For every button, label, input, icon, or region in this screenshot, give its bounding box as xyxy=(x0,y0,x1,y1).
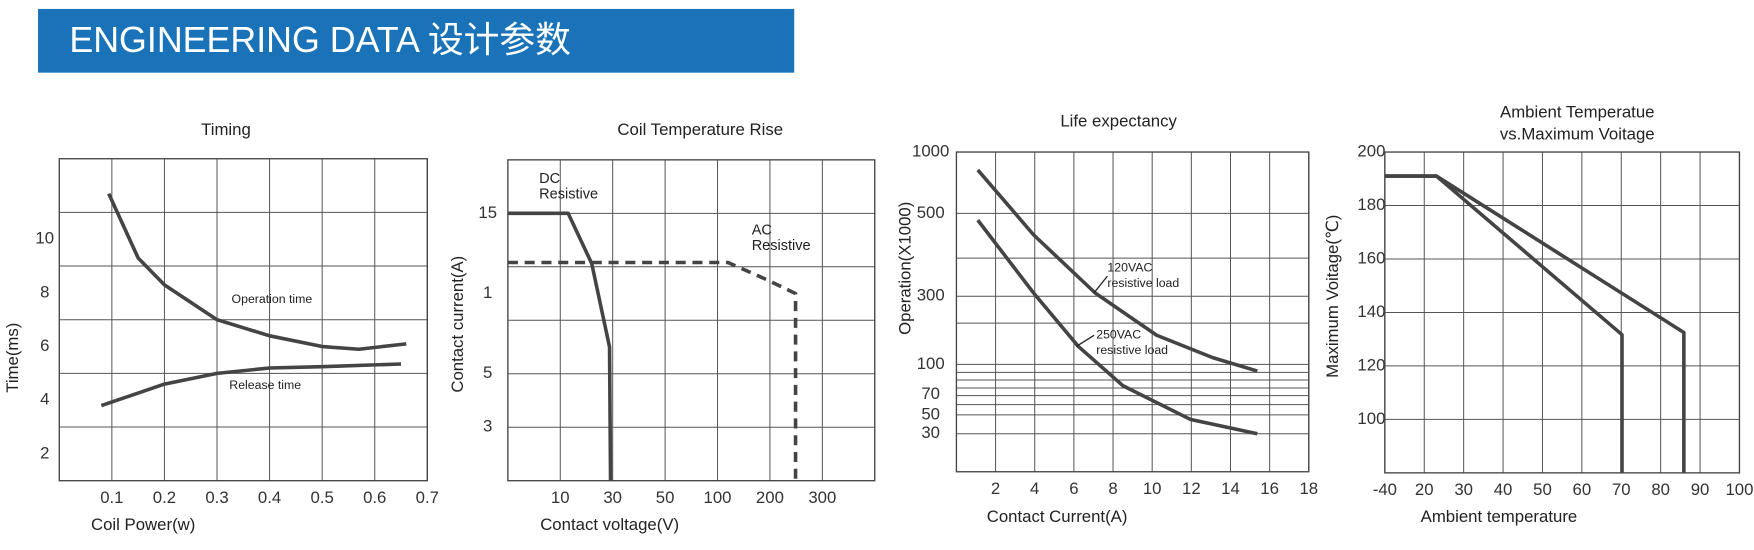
y-tick-label: 300 xyxy=(917,286,945,305)
x-tick-label: 50 xyxy=(1533,480,1552,499)
x-tick-label: 0.6 xyxy=(363,488,386,507)
series-line xyxy=(100,362,402,408)
x-tick-label: 0.3 xyxy=(205,488,228,507)
x-tick-label: 20 xyxy=(1415,480,1434,499)
x-tick-label: 60 xyxy=(1573,480,1592,499)
y-tick-label: 30 xyxy=(921,423,940,442)
x-axis-label: Contact Current(A) xyxy=(987,507,1128,526)
x-tick-label: -40 xyxy=(1373,480,1397,499)
plot-frame xyxy=(58,158,428,482)
x-tick-label: 70 xyxy=(1612,480,1631,499)
y-tick-label: 200 xyxy=(1357,141,1385,160)
x-tick-label: 10 xyxy=(551,488,570,507)
series-line xyxy=(507,260,798,481)
series-line xyxy=(1384,174,1686,473)
series-line xyxy=(976,219,1258,436)
x-axis-label: Coil Power(w) xyxy=(91,515,195,534)
chart-title: Coil Temperature Rise xyxy=(617,120,783,139)
y-tick-label: 100 xyxy=(917,354,945,373)
y-tick-label: 3 xyxy=(483,417,492,436)
chart-title: Timing xyxy=(201,120,251,139)
y-axis-label: Contact current(A) xyxy=(448,256,467,393)
y-tick-label: 10 xyxy=(35,229,54,248)
y-tick-label: 1 xyxy=(483,283,492,302)
x-tick-label: 100 xyxy=(1725,480,1753,499)
label-pointer xyxy=(1075,334,1095,348)
x-tick-label: 8 xyxy=(1108,479,1117,498)
series-line xyxy=(976,168,1258,373)
chart-title: Life expectancy xyxy=(1060,111,1177,130)
series-label: AC Resistive xyxy=(752,222,811,254)
x-tick-label: 16 xyxy=(1260,479,1279,498)
plot-frame xyxy=(955,151,1310,473)
series-label: Release time xyxy=(229,378,301,392)
x-axis-label: Ambient temperature xyxy=(1421,507,1578,526)
y-tick-label: 140 xyxy=(1357,302,1385,321)
x-tick-label: 30 xyxy=(1454,480,1473,499)
x-tick-label: 40 xyxy=(1494,480,1513,499)
y-tick-label: 50 xyxy=(921,404,940,423)
y-tick-label: 180 xyxy=(1357,195,1385,214)
plot-frame xyxy=(1384,151,1741,474)
x-tick-label: 0.7 xyxy=(416,488,439,507)
x-tick-label: 0.4 xyxy=(258,488,281,507)
y-axis-label: Maximum Voitage(℃) xyxy=(1323,215,1342,378)
y-tick-label: 8 xyxy=(40,282,49,301)
x-tick-label: 18 xyxy=(1299,479,1318,498)
y-tick-label: 15 xyxy=(478,203,497,222)
series-label: DC Resistive xyxy=(539,171,598,203)
y-tick-label: 1000 xyxy=(912,141,949,160)
x-tick-label: 200 xyxy=(756,488,784,507)
y-tick-label: 160 xyxy=(1357,248,1385,267)
series-line xyxy=(507,211,613,481)
x-tick-label: 0.2 xyxy=(153,488,176,507)
x-tick-label: 6 xyxy=(1069,479,1078,498)
x-tick-label: 0.1 xyxy=(100,488,123,507)
x-tick-label: 100 xyxy=(704,488,732,507)
y-tick-label: 120 xyxy=(1357,355,1385,374)
x-tick-label: 10 xyxy=(1143,479,1162,498)
x-tick-label: 90 xyxy=(1691,480,1710,499)
x-tick-label: 300 xyxy=(808,488,836,507)
y-axis-label: Operation(X1000) xyxy=(896,202,915,335)
y-tick-label: 5 xyxy=(483,363,492,382)
y-tick-label: 70 xyxy=(921,384,940,403)
x-tick-label: 2 xyxy=(991,479,1000,498)
y-tick-label: 2 xyxy=(40,443,49,462)
x-tick-label: 4 xyxy=(1030,479,1039,498)
y-tick-label: 6 xyxy=(40,336,49,355)
header-bar xyxy=(38,8,795,73)
y-tick-label: 100 xyxy=(1357,409,1385,428)
x-tick-label: 50 xyxy=(656,488,675,507)
chart-subtitle: vs.Maximum Voitage xyxy=(1500,125,1655,144)
label-pointer xyxy=(1093,275,1108,294)
y-tick-label: 4 xyxy=(40,390,49,409)
y-axis-label: Time(ms) xyxy=(3,323,22,393)
series-label: Operation time xyxy=(232,292,313,306)
x-tick-label: 12 xyxy=(1182,479,1201,498)
x-axis-label: Contact voltage(V) xyxy=(540,515,679,534)
series-line xyxy=(107,192,407,352)
series-label: 250VAC resistive load xyxy=(1096,328,1168,358)
x-tick-label: 14 xyxy=(1221,479,1240,498)
y-tick-label: 500 xyxy=(917,203,945,222)
x-tick-label: 0.5 xyxy=(311,488,334,507)
series-label: 120VAC resistive load xyxy=(1107,261,1179,291)
header-title: ENGINEERING DATA 设计参数 xyxy=(69,20,571,60)
plot-frame xyxy=(507,159,876,482)
x-tick-label: 30 xyxy=(603,488,622,507)
x-tick-label: 80 xyxy=(1651,480,1670,499)
chart-title: Ambient Temperatue xyxy=(1500,102,1654,121)
